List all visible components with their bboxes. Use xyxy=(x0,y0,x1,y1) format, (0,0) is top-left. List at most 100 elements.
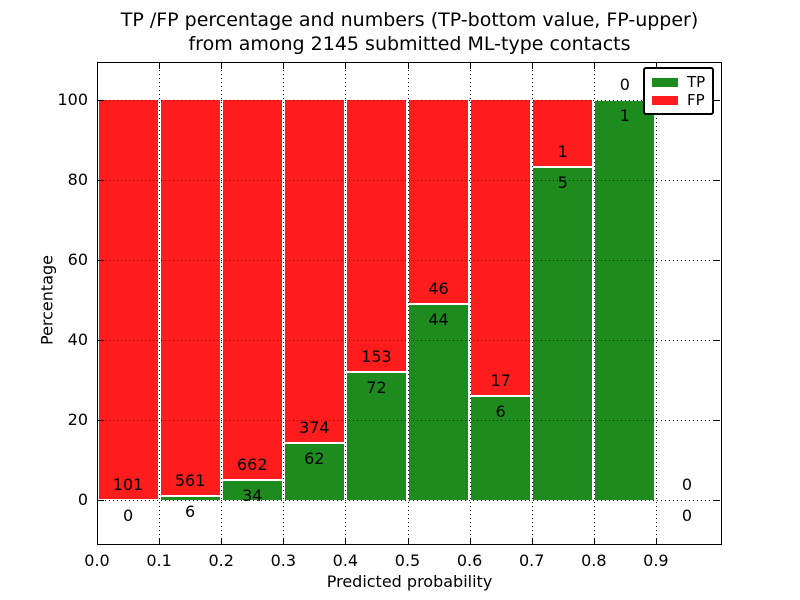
x-tick-label: 0.0 xyxy=(84,551,110,570)
fp-count-label: 0 xyxy=(619,75,630,94)
x-tick-label: 0.3 xyxy=(270,551,297,570)
gridline-vertical xyxy=(159,62,160,545)
x-tick-mark-bottom xyxy=(470,538,471,544)
chart-title-line2: from among 2145 submitted ML-type contac… xyxy=(188,33,631,55)
x-tick-mark-top xyxy=(97,63,98,69)
y-tick-mark-left xyxy=(98,180,104,181)
tp-count-label: 34 xyxy=(242,486,263,506)
bar-edge-line xyxy=(533,165,593,168)
bar-tp-segment xyxy=(284,443,344,500)
x-tick-mark-top xyxy=(594,63,595,69)
bar-edge-line xyxy=(409,303,469,306)
gridline-vertical xyxy=(408,62,409,545)
bar-fp-segment xyxy=(471,100,531,396)
chart-title-line1: TP /FP percentage and numbers (TP-bottom… xyxy=(120,9,699,31)
fp-count-label: 662 xyxy=(236,455,268,475)
bar-tp-segment xyxy=(409,304,469,500)
fp-count-label: 1 xyxy=(557,141,568,161)
x-tick-mark-bottom xyxy=(345,538,346,544)
y-tick-label: 0 xyxy=(77,490,88,509)
bar-tp-segment xyxy=(595,100,655,500)
tp-count-label: 62 xyxy=(304,449,325,469)
fp-count-label: 46 xyxy=(428,279,449,299)
tp-swatch-icon xyxy=(652,77,678,87)
bar-fp-segment xyxy=(284,100,344,444)
x-tick-mark-top xyxy=(656,63,657,69)
x-tick-mark-top xyxy=(345,63,346,69)
bar-tp-segment xyxy=(346,372,406,500)
x-axis-label: Predicted probability xyxy=(326,572,493,591)
x-tick-label: 0.9 xyxy=(643,551,669,570)
y-tick-mark-left xyxy=(98,500,104,501)
x-tick-mark-bottom xyxy=(221,538,222,544)
tp-count-label: 72 xyxy=(366,378,387,397)
gridline-vertical xyxy=(656,62,657,545)
fp-swatch-icon xyxy=(652,95,678,105)
x-tick-label: 0.4 xyxy=(332,551,359,570)
gridline-vertical xyxy=(345,62,346,545)
y-tick-mark-right xyxy=(714,420,720,421)
bar-fp-segment xyxy=(409,100,469,305)
bar-edge-line xyxy=(160,494,220,497)
fp-count-label: 101 xyxy=(112,475,144,494)
x-tick-mark-top xyxy=(408,63,409,69)
gridline-vertical xyxy=(470,62,471,545)
bar-tp-segment xyxy=(533,166,593,500)
gridline-vertical xyxy=(594,62,595,545)
y-tick-label: 60 xyxy=(67,250,88,269)
y-tick-mark-left xyxy=(98,420,104,421)
x-tick-mark-bottom xyxy=(594,538,595,544)
tp-count-label: 6 xyxy=(185,501,196,521)
y-tick-mark-right xyxy=(714,180,720,181)
bar-fp-segment xyxy=(346,100,406,372)
x-tick-mark-top xyxy=(532,63,533,69)
x-tick-mark-bottom xyxy=(656,538,657,544)
gridline-vertical xyxy=(221,62,222,545)
gridline-horizontal xyxy=(97,340,722,341)
gridline-horizontal xyxy=(97,180,722,181)
bar-edge-line xyxy=(346,371,406,373)
tp-count-label: 5 xyxy=(557,172,568,192)
bar-tp-segment xyxy=(160,495,220,500)
fp-count-label: 153 xyxy=(361,347,392,366)
bar-tp-segment xyxy=(471,395,531,500)
y-tick-mark-right xyxy=(714,340,720,341)
tp-count-label: 1 xyxy=(619,106,630,125)
x-tick-label: 0.8 xyxy=(581,551,607,570)
bar-edge-line xyxy=(222,479,282,482)
gridline-vertical xyxy=(283,62,284,545)
fp-count-label: 0 xyxy=(681,475,693,494)
fp-count-label: 374 xyxy=(299,418,330,438)
y-tick-mark-right xyxy=(714,260,720,261)
bar-fp-segment xyxy=(98,100,158,500)
x-tick-mark-top xyxy=(283,63,284,69)
gridline-horizontal xyxy=(97,100,722,101)
legend-entry-fp: FP xyxy=(652,91,705,109)
y-tick-label: 100 xyxy=(57,90,88,109)
x-tick-mark-top xyxy=(159,63,160,69)
legend: TP FP xyxy=(643,67,715,115)
x-tick-label: 0.6 xyxy=(456,551,483,570)
bar-fp-segment xyxy=(533,100,593,167)
x-tick-mark-top xyxy=(221,63,222,69)
chart-title: TP /FP percentage and numbers (TP-bottom… xyxy=(97,8,722,56)
x-tick-label: 0.7 xyxy=(518,551,545,570)
gridline-horizontal xyxy=(97,260,722,261)
bar-tp-segment xyxy=(222,480,282,500)
x-tick-mark-bottom xyxy=(159,538,160,544)
y-tick-mark-right xyxy=(714,500,720,501)
bar-fp-segment xyxy=(222,100,282,481)
y-tick-mark-left xyxy=(98,340,104,341)
x-tick-mark-bottom xyxy=(283,538,284,544)
tp-count-label: 44 xyxy=(428,310,449,330)
y-tick-mark-left xyxy=(98,260,104,261)
y-tick-label: 40 xyxy=(67,330,88,349)
x-tick-mark-bottom xyxy=(532,538,533,544)
plot-area: TP FP 101 0 561 6 662 34 374 62 153 72 46 44 17 6 1 5 0 1 0… xyxy=(97,62,722,545)
gridline-horizontal xyxy=(97,500,722,501)
bar-edge-line xyxy=(284,442,344,445)
gridline-vertical xyxy=(532,62,533,545)
fp-count-label: 561 xyxy=(174,470,206,490)
legend-entry-tp: TP xyxy=(652,73,705,91)
legend-label: TP xyxy=(687,73,706,91)
